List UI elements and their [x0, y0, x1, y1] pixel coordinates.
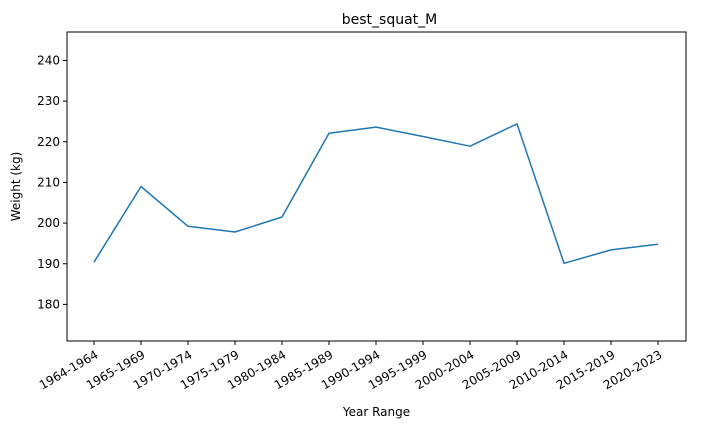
y-tick-label: 240	[37, 53, 60, 67]
series-layer	[93, 123, 659, 265]
y-tick-label: 190	[37, 257, 60, 271]
y-axis-label: Weight (kg)	[9, 152, 23, 222]
y-tick-label: 200	[37, 216, 60, 230]
chart-title: best_squat_M	[342, 12, 437, 28]
y-tick-label: 220	[37, 135, 60, 149]
y-tick-label: 210	[37, 175, 60, 189]
y-tick-label: 180	[37, 297, 60, 311]
series-line	[93, 123, 659, 265]
y-tick-label: 230	[37, 94, 60, 108]
plot-area-frame	[66, 31, 687, 342]
y-axis: 180 190 200 210 220 230 240	[37, 53, 67, 311]
x-axis: 1964-19641965-19691970-19741975-19791980…	[37, 341, 665, 392]
x-axis-label: Year Range	[342, 405, 410, 419]
